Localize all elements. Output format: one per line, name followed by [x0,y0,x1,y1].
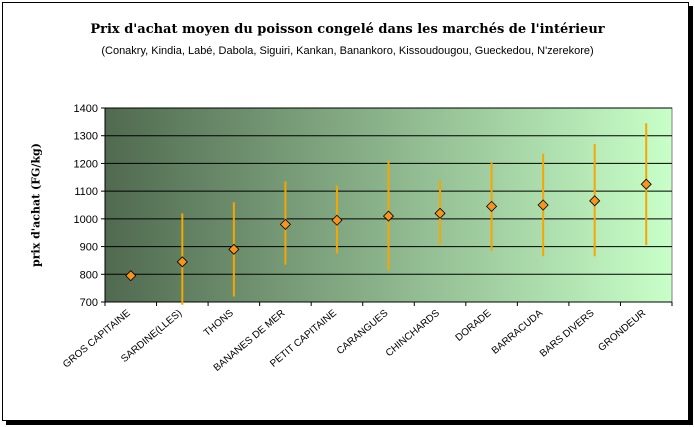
data-point-marker [589,195,601,207]
x-category-label: GRONDEUR [596,308,648,354]
x-category-label: CHINCHARDS [384,308,442,359]
chart-title: Prix d'achat moyen du poisson congelé da… [90,22,605,37]
x-category-label: BARS DIVERS [538,308,597,360]
data-point-marker [486,200,498,212]
data-point-marker [537,199,549,211]
y-tick-label: 900 [80,242,98,254]
x-category-label: BARRACUDA [490,308,545,357]
y-tick-label: 1400 [74,103,98,115]
x-category-label: CARANGUES [335,308,391,357]
y-tick-label: 1100 [74,186,98,198]
data-point-marker [382,210,395,222]
data-point-marker [125,270,137,282]
data-point-marker [331,214,343,226]
data-point-marker [228,243,240,255]
y-tick-label: 700 [80,297,98,309]
data-point-marker [176,256,188,268]
y-tick-label: 1200 [74,158,98,170]
y-tick-label: 1300 [74,131,98,143]
data-point-marker [434,207,446,219]
data-point-marker [279,218,291,230]
x-category-label: THONS [202,308,236,339]
chart-subtitle: (Conakry, Kindia, Labé, Dabola, Siguiri,… [101,45,594,57]
y-tick-label: 1000 [74,214,98,226]
data-point-marker [640,178,652,190]
x-category-label: DORADE [454,308,494,344]
y-tick-label: 800 [80,269,98,281]
